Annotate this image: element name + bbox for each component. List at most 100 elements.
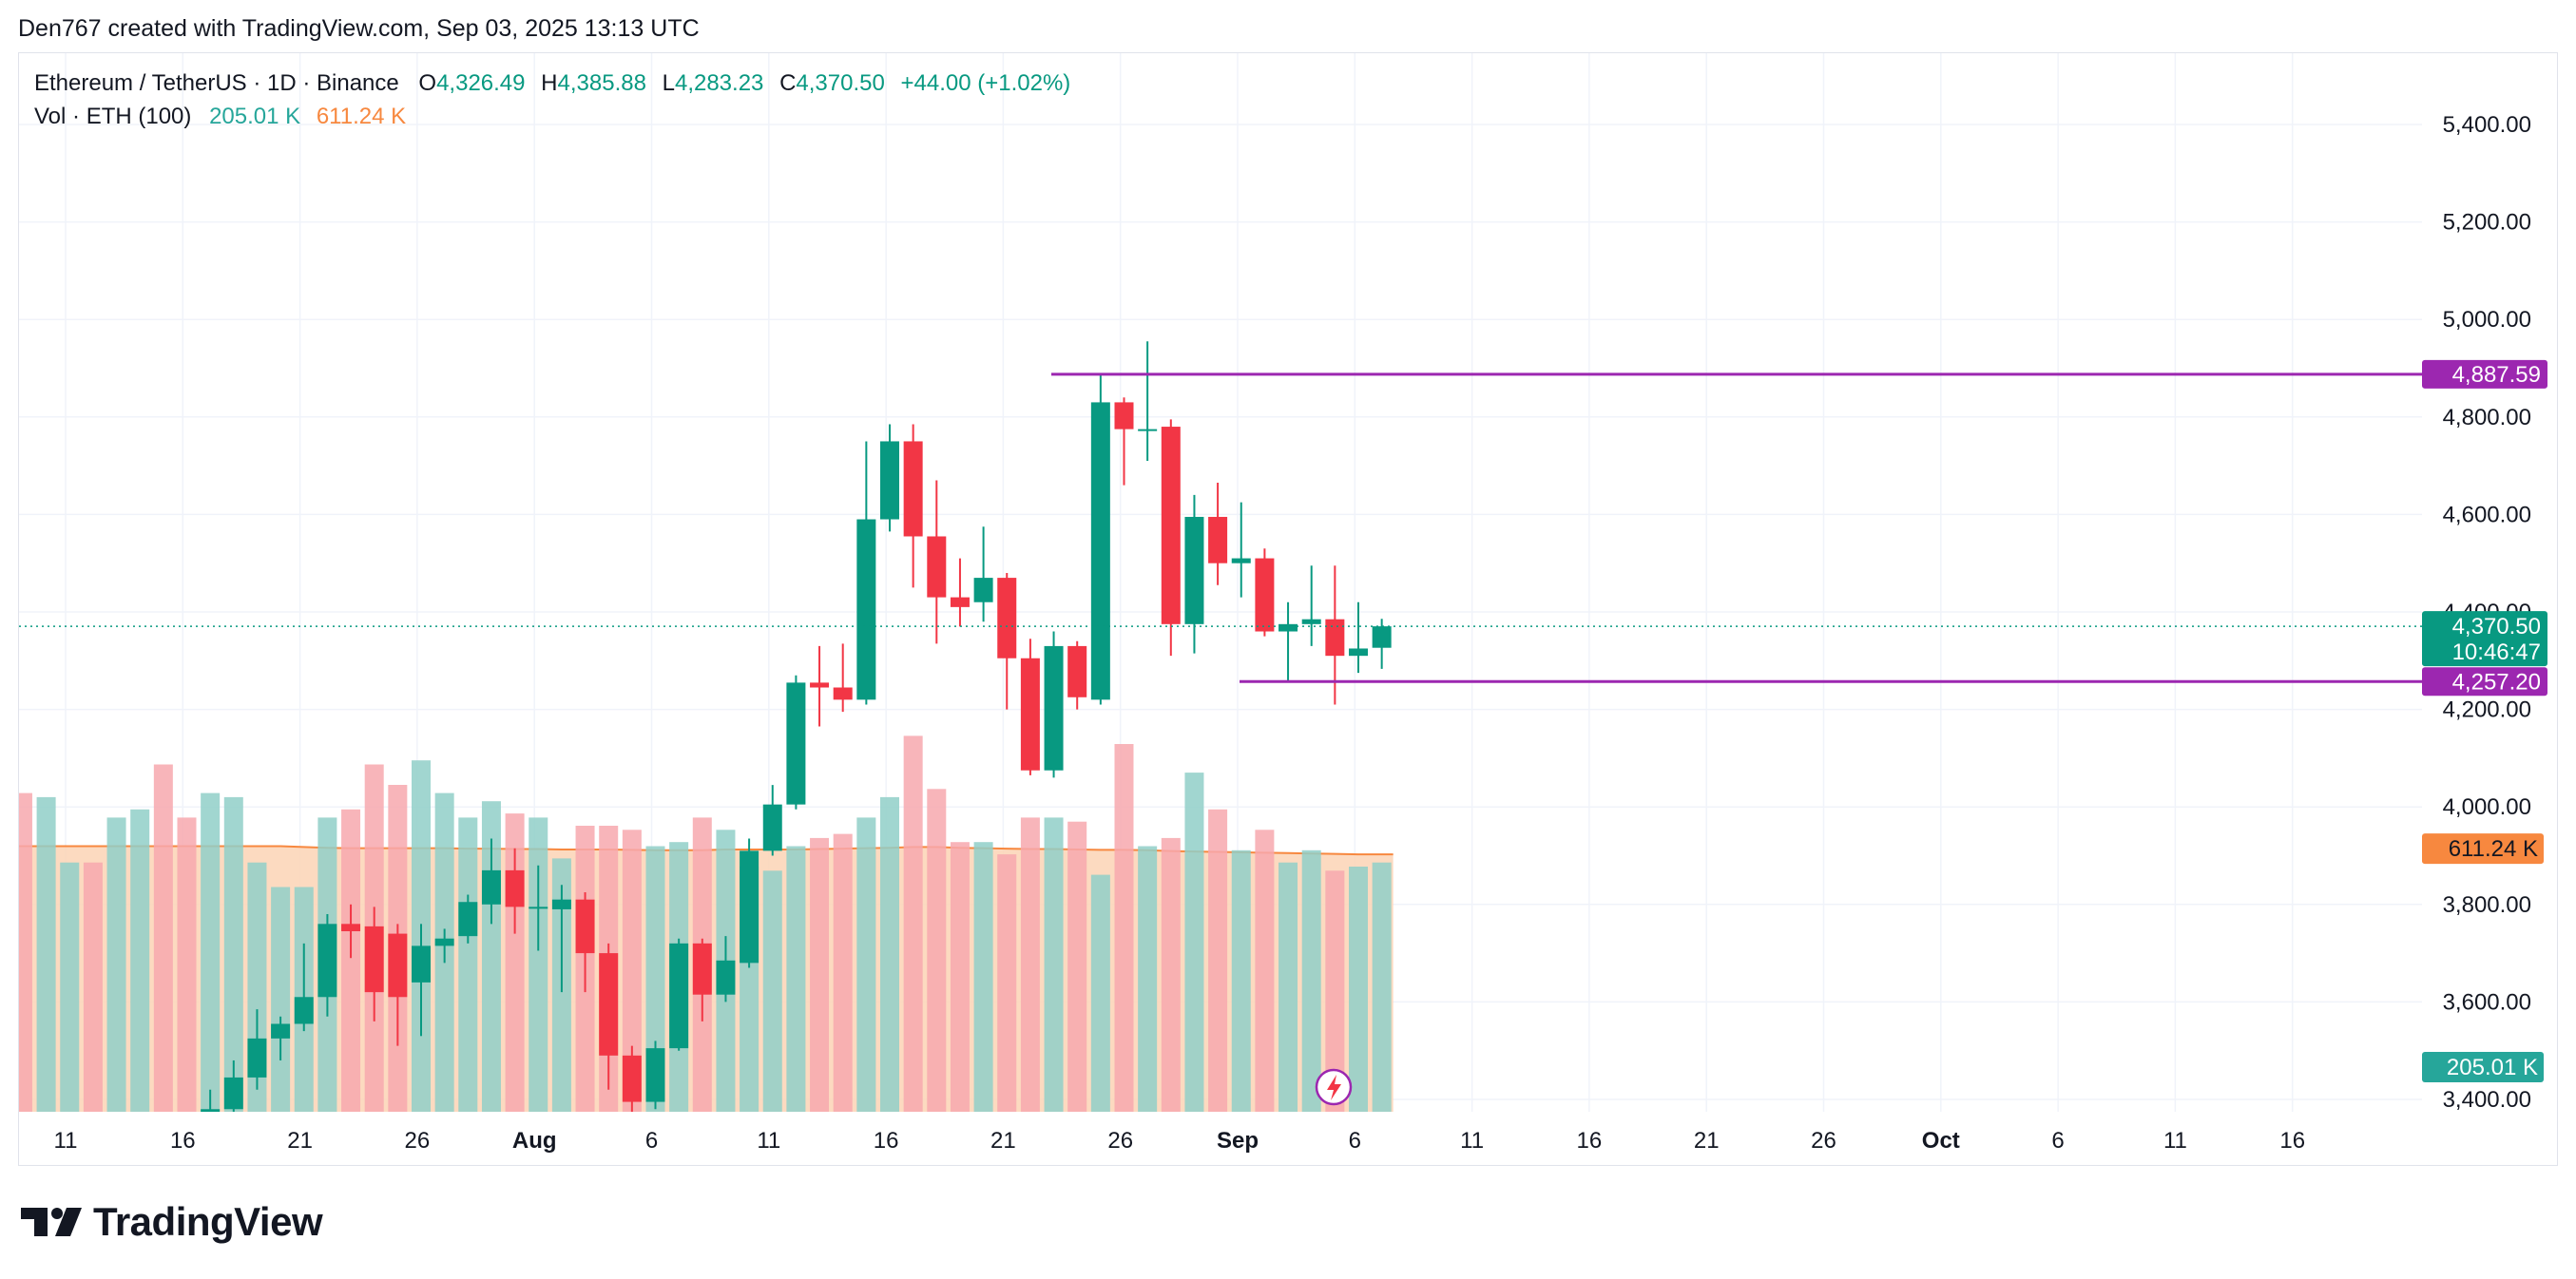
candle[interactable] [201,1089,221,1143]
lightning-icon[interactable] [1315,1068,1353,1106]
volume-bar [1231,849,1251,1112]
candle[interactable] [1231,502,1251,598]
high-label: H [541,70,558,96]
candle[interactable] [1208,483,1228,585]
candle[interactable] [412,924,431,1037]
candle[interactable] [927,480,947,644]
candle-body [716,960,736,995]
candle[interactable] [294,943,314,1032]
candle[interactable] [669,938,689,1051]
volume-bar [458,817,478,1112]
candle-body [1325,619,1345,657]
candle[interactable] [458,894,478,944]
candle[interactable] [1044,631,1064,778]
candle[interactable] [950,558,970,627]
candle[interactable] [1255,548,1275,637]
candle[interactable] [551,885,571,993]
tradingview-logo[interactable]: TradingView [21,1199,323,1245]
candle-body [786,682,806,805]
volume-bar [880,796,899,1112]
candle[interactable] [1325,565,1345,705]
candle[interactable] [434,928,454,964]
candle[interactable] [692,938,712,1021]
candle[interactable] [973,526,993,622]
candle[interactable] [1067,640,1087,710]
volume-bar [927,789,947,1112]
plot-area [19,341,1394,1143]
candle[interactable] [903,424,923,588]
volume-bar [177,817,197,1112]
candle-body [880,441,899,520]
candle[interactable] [740,838,759,968]
candle-body [1208,516,1228,563]
candle[interactable] [762,785,782,856]
candle[interactable] [716,936,736,1002]
change-value: +44.00 (+1.02%) [900,70,1071,96]
last-price-label-bg [2422,611,2547,667]
candle[interactable] [856,441,876,705]
candle-body [1184,516,1204,624]
candle[interactable] [1301,565,1321,646]
candle[interactable] [997,572,1017,710]
candle[interactable] [481,838,501,925]
volume-label[interactable]: Vol · ETH (100) [34,104,192,129]
volume-axis-label-bg [2422,1052,2544,1082]
candle-body [223,1077,243,1110]
candle[interactable] [223,1059,243,1119]
candle[interactable] [317,914,337,1017]
candle[interactable] [341,904,361,959]
candle[interactable] [247,1009,267,1090]
tradingview-logo-text: TradingView [93,1199,323,1244]
candle-body [434,938,454,946]
candle[interactable] [880,424,899,532]
candle[interactable] [364,907,384,1021]
candle[interactable] [833,643,853,713]
candle-body [692,943,712,995]
level-price-label: 4,887.59 [2452,362,2541,388]
candle[interactable] [786,675,806,810]
candle[interactable] [1138,341,1158,461]
candle[interactable] [622,1045,642,1122]
candle-body [529,907,548,909]
level-price-label-bg [2422,667,2547,697]
candle[interactable] [810,645,830,727]
candle[interactable] [1372,619,1392,669]
volume-bar [786,846,806,1112]
volume-bar [1184,773,1204,1112]
candle-body [856,519,876,700]
candle[interactable] [1020,639,1040,775]
candle-body [740,850,759,964]
candle[interactable] [1161,419,1181,657]
candle[interactable] [1349,601,1368,674]
low-label: L [662,70,675,96]
volume-bar [106,817,126,1112]
candle[interactable] [1114,397,1134,486]
candle-body [1349,648,1368,657]
candle[interactable] [1184,494,1204,654]
candle-body [950,597,970,607]
x-tick-label: 11 [54,1128,78,1154]
candle[interactable] [388,924,408,1046]
candle-body [833,687,853,700]
y-tick-label: 5,000.00 [2443,307,2531,333]
x-tick-label: 16 [874,1128,899,1154]
y-tick-label: 4,800.00 [2443,405,2531,430]
volume-bar [271,887,291,1112]
candle[interactable] [599,943,619,1090]
candle[interactable] [529,865,548,951]
candle[interactable] [271,1016,291,1060]
candle[interactable] [1278,601,1298,683]
candle[interactable] [645,1040,665,1110]
candle[interactable] [505,848,525,934]
symbol-title[interactable]: Ethereum / TetherUS · 1D · Binance [34,70,399,96]
x-tick-label: 6 [645,1128,658,1154]
y-tick-label: 5,200.00 [2443,210,2531,236]
candle[interactable] [1090,372,1110,705]
volume-ma-axis-label: 611.24 K [2449,836,2538,862]
y-tick-label: 4,000.00 [2443,794,2531,820]
candle-body [927,536,947,598]
candle[interactable] [575,891,595,993]
candle-body [973,578,993,602]
x-tick-label: 16 [2279,1128,2305,1154]
